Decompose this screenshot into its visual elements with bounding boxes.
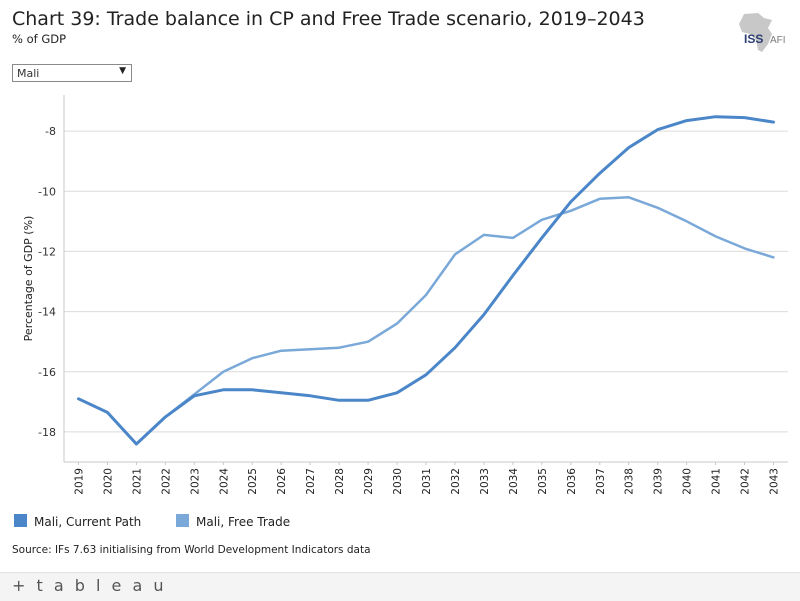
source-note: Source: IFs 7.63 initialising from World… <box>12 544 371 556</box>
x-tick-label: 2037 <box>595 468 607 495</box>
x-tick-label: 2031 <box>421 468 433 495</box>
legend-label-current-path: Mali, Current Path <box>34 515 141 529</box>
y-tick-label: -14 <box>38 306 56 319</box>
line-chart: -8 -10 -12 -14 -16 -18 Percentage of GDP (%) 20… <box>0 0 800 510</box>
y-tick-label: -12 <box>38 245 56 258</box>
x-tick-label: 2022 <box>160 468 172 495</box>
legend-swatch-current-path <box>14 514 27 527</box>
x-tick-label: 2040 <box>682 468 694 495</box>
x-tick-label: 2036 <box>566 468 578 495</box>
series-line-mali-current-path <box>79 117 774 444</box>
x-tick-label: 2025 <box>247 468 259 495</box>
y-axis-label: Percentage of GDP (%) <box>22 216 35 342</box>
x-tick-label: 2042 <box>740 468 752 495</box>
x-tick-label: 2027 <box>305 468 317 495</box>
x-tick-label: 2039 <box>653 468 665 495</box>
x-tick-label: 2035 <box>537 468 549 495</box>
x-tick-label: 2029 <box>363 468 375 495</box>
x-tick-label: 2041 <box>711 468 723 495</box>
legend-label-free-trade: Mali, Free Trade <box>196 515 290 529</box>
x-tick-label: 2021 <box>131 468 143 495</box>
x-tick-label: 2034 <box>508 468 520 495</box>
x-tick-label: 2019 <box>73 468 85 495</box>
y-tick-label: -18 <box>38 426 56 439</box>
x-tick-label: 2030 <box>392 468 404 495</box>
y-tick-label: -16 <box>38 366 56 379</box>
series-line-mali-free-trade <box>79 197 774 444</box>
x-tick-label: 2024 <box>218 468 230 495</box>
tableau-footer: + t a b l e a u <box>0 572 800 601</box>
x-tick-label: 2043 <box>769 468 781 495</box>
x-tick-label: 2038 <box>624 468 636 495</box>
x-tick-label: 2032 <box>450 468 462 495</box>
x-tick-label: 2020 <box>102 468 114 495</box>
tableau-logo[interactable]: + t a b l e a u <box>12 576 166 595</box>
x-tick-label: 2023 <box>189 468 201 495</box>
x-tick-label: 2028 <box>334 468 346 495</box>
x-tick-label: 2033 <box>479 468 491 495</box>
x-tick-label: 2026 <box>276 468 288 495</box>
y-tick-label: -8 <box>45 125 56 138</box>
legend-swatch-free-trade <box>176 514 189 527</box>
y-tick-label: -10 <box>38 185 56 198</box>
